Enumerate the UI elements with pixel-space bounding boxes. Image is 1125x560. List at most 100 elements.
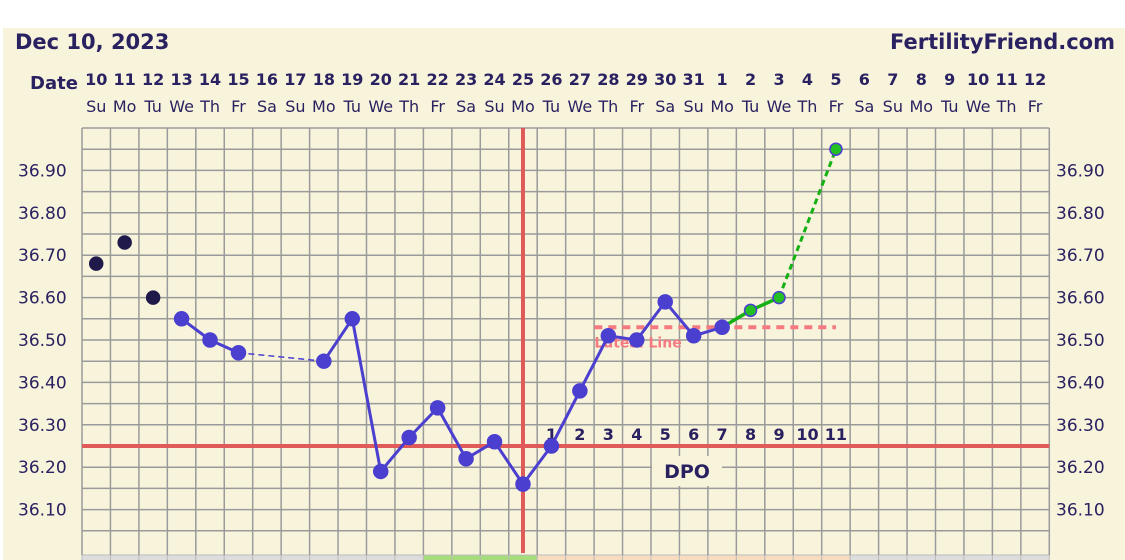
- weekday-tick: Su: [484, 97, 504, 116]
- day-strip-cell: [764, 554, 794, 560]
- day-strip-cell: [508, 554, 538, 560]
- day-strip-cell: [878, 554, 908, 560]
- day-strip-cell: [223, 554, 254, 560]
- day-strip-cell: [195, 554, 225, 560]
- date-tick: 1: [717, 70, 728, 89]
- chart-panel: [3, 28, 1125, 560]
- date-tick: 22: [426, 70, 448, 89]
- temp-segment: [238, 351, 324, 362]
- temp-point: [772, 290, 786, 305]
- day-strip-cell: [81, 554, 111, 560]
- dpo-number: 3: [603, 425, 614, 444]
- date-tick: 9: [944, 70, 955, 89]
- date-tick: 8: [916, 70, 927, 89]
- dpo-number: 7: [717, 425, 728, 444]
- temp-point: [316, 353, 332, 369]
- date-tick: 21: [398, 70, 420, 89]
- temp-point: [401, 429, 417, 446]
- y-tick-left: 36.80: [18, 204, 67, 224]
- weekday-tick: Fr: [430, 97, 445, 116]
- day-strip-cell: [622, 554, 652, 560]
- temp-segment: [322, 317, 354, 363]
- day-strip-cell: [337, 554, 367, 560]
- weekday-tick: Mo: [710, 97, 734, 116]
- temp-point: [458, 450, 474, 467]
- day-strip-cell: [138, 554, 168, 560]
- dpo-number: 1: [546, 425, 557, 444]
- y-tick-right: 36.30: [1056, 416, 1105, 436]
- weekday-tick: Mo: [312, 97, 336, 116]
- y-tick-right: 36.90: [1056, 161, 1105, 181]
- date-tick: 17: [284, 70, 306, 89]
- y-tick-left: 36.50: [18, 331, 67, 351]
- weekday-tick: Sa: [655, 97, 675, 116]
- date-tick: 14: [199, 70, 221, 89]
- y-tick-right: 36.20: [1056, 458, 1105, 478]
- day-strip-cell: [166, 554, 197, 560]
- dpo-number: 4: [631, 425, 642, 444]
- weekday-tick: Mo: [113, 97, 137, 116]
- weekday-tick: Sa: [257, 97, 277, 116]
- temp-segment: [521, 445, 553, 486]
- day-strip-cell: [707, 554, 737, 560]
- temp-point: [543, 438, 560, 454]
- date-tick: 13: [170, 70, 192, 89]
- y-tick-right: 36.50: [1056, 331, 1105, 351]
- day-strip-cell: [479, 554, 510, 560]
- date-label: Date: [30, 73, 78, 94]
- temp-point: [515, 476, 531, 492]
- date-tick: 5: [830, 70, 841, 89]
- day-strip-cell: [252, 554, 282, 560]
- weekday-tick: We: [568, 97, 593, 116]
- temp-segment: [550, 390, 582, 447]
- weekday-tick: Th: [199, 97, 220, 116]
- weekday-tick: Tu: [741, 97, 759, 116]
- date-tick: 11: [995, 70, 1017, 89]
- day-strip-cell: [678, 554, 709, 560]
- dpo-number: 10: [796, 425, 818, 444]
- temp-segment: [436, 407, 468, 460]
- site-name[interactable]: FertilityFriend.com: [890, 30, 1115, 54]
- date-tick: 28: [597, 70, 619, 89]
- date-tick: 20: [370, 70, 392, 89]
- temp-point: [145, 290, 161, 305]
- date-tick: 7: [887, 70, 898, 89]
- day-strip-cell: [650, 554, 680, 560]
- weekday-tick: We: [368, 97, 393, 116]
- weekday-tick: Tu: [143, 97, 161, 116]
- temp-point: [714, 319, 730, 336]
- weekday-tick: Tu: [542, 97, 560, 116]
- date-tick: 18: [313, 70, 335, 89]
- day-strip-cell: [422, 554, 453, 560]
- temp-point: [600, 328, 617, 344]
- date-tick: 12: [142, 70, 164, 89]
- date-tick: 10: [967, 70, 989, 89]
- temp-point: [344, 311, 361, 327]
- day-strip-cell: [963, 554, 993, 560]
- temp-point: [629, 332, 645, 348]
- day-strip-cell: [849, 554, 880, 560]
- temp-point: [88, 256, 104, 271]
- temp-point: [230, 344, 247, 361]
- temp-point: [173, 311, 190, 327]
- dpo-number: 6: [688, 425, 699, 444]
- date-tick: 6: [859, 70, 870, 89]
- day-strip-cell: [109, 554, 140, 560]
- weekday-tick: Th: [597, 97, 618, 116]
- day-strip-cell: [821, 554, 851, 560]
- y-tick-right: 36.70: [1056, 246, 1105, 266]
- temp-point: [372, 463, 389, 480]
- y-tick-left: 36.90: [18, 161, 67, 181]
- temp-segment: [777, 148, 838, 299]
- dpo-number: 11: [825, 425, 847, 444]
- temp-segment: [350, 318, 383, 472]
- dpo-label-bg: [652, 456, 722, 486]
- weekday-tick: Fr: [1028, 97, 1043, 116]
- weekday-tick: We: [767, 97, 792, 116]
- weekday-tick: Fr: [231, 97, 246, 116]
- date-tick: 11: [114, 70, 136, 89]
- date-tick: 27: [569, 70, 591, 89]
- weekday-tick: Su: [883, 97, 903, 116]
